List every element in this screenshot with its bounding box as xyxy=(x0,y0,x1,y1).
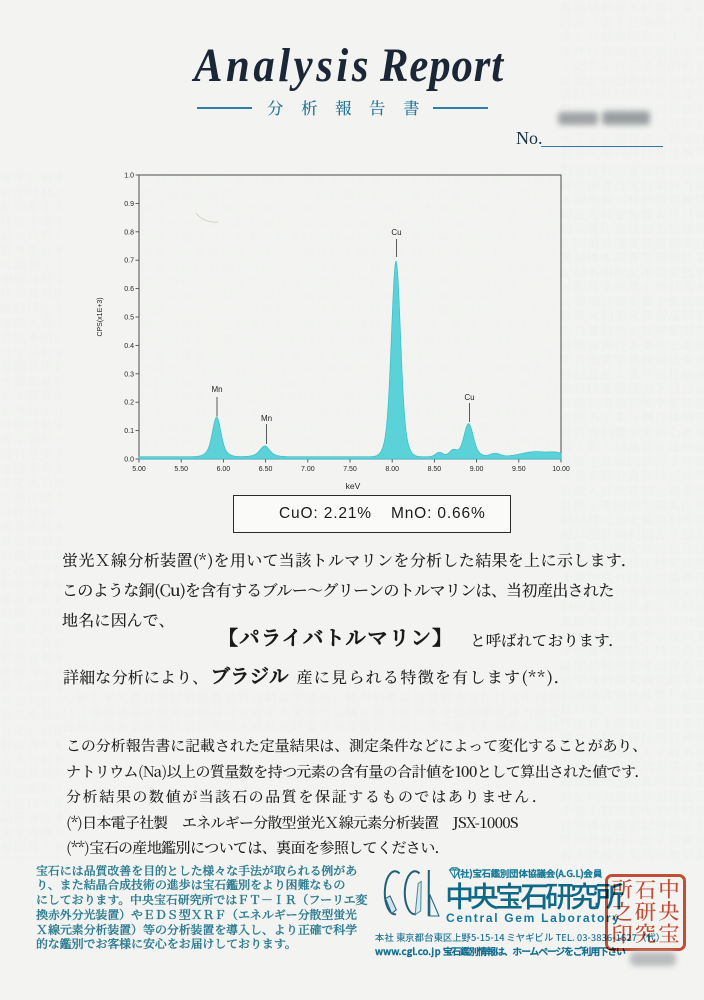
svg-text:Cu: Cu xyxy=(464,393,474,402)
svg-text:5.00: 5.00 xyxy=(132,466,146,473)
svg-text:8.50: 8.50 xyxy=(428,466,442,473)
svg-text:7.50: 7.50 xyxy=(343,466,357,473)
svg-text:9.00: 9.00 xyxy=(470,466,484,473)
svg-text:CPS(x1E+3): CPS(x1E+3) xyxy=(97,297,104,336)
svg-text:5.50: 5.50 xyxy=(174,466,188,473)
svg-text:6.50: 6.50 xyxy=(259,466,273,473)
svg-text:0.7: 0.7 xyxy=(124,258,134,265)
svg-text:0.6: 0.6 xyxy=(124,286,134,293)
svg-text:9.50: 9.50 xyxy=(512,466,526,473)
svg-text:0.0: 0.0 xyxy=(124,457,134,464)
svg-text:keV: keV xyxy=(346,481,361,491)
svg-text:1.0: 1.0 xyxy=(124,173,134,180)
svg-text:0.4: 0.4 xyxy=(124,343,134,350)
svg-text:Mn: Mn xyxy=(261,414,272,423)
svg-text:0.2: 0.2 xyxy=(124,400,134,407)
svg-text:6.00: 6.00 xyxy=(217,466,231,473)
svg-text:0.1: 0.1 xyxy=(124,428,134,435)
svg-text:Cu: Cu xyxy=(391,228,401,237)
svg-text:0.9: 0.9 xyxy=(124,201,134,208)
svg-text:0.3: 0.3 xyxy=(124,371,134,378)
svg-text:7.00: 7.00 xyxy=(301,466,315,473)
svg-text:Mn: Mn xyxy=(211,385,222,394)
svg-text:0.8: 0.8 xyxy=(124,229,134,236)
svg-text:8.00: 8.00 xyxy=(385,466,399,473)
svg-text:0.5: 0.5 xyxy=(124,315,134,322)
svg-text:10.00: 10.00 xyxy=(552,466,570,473)
